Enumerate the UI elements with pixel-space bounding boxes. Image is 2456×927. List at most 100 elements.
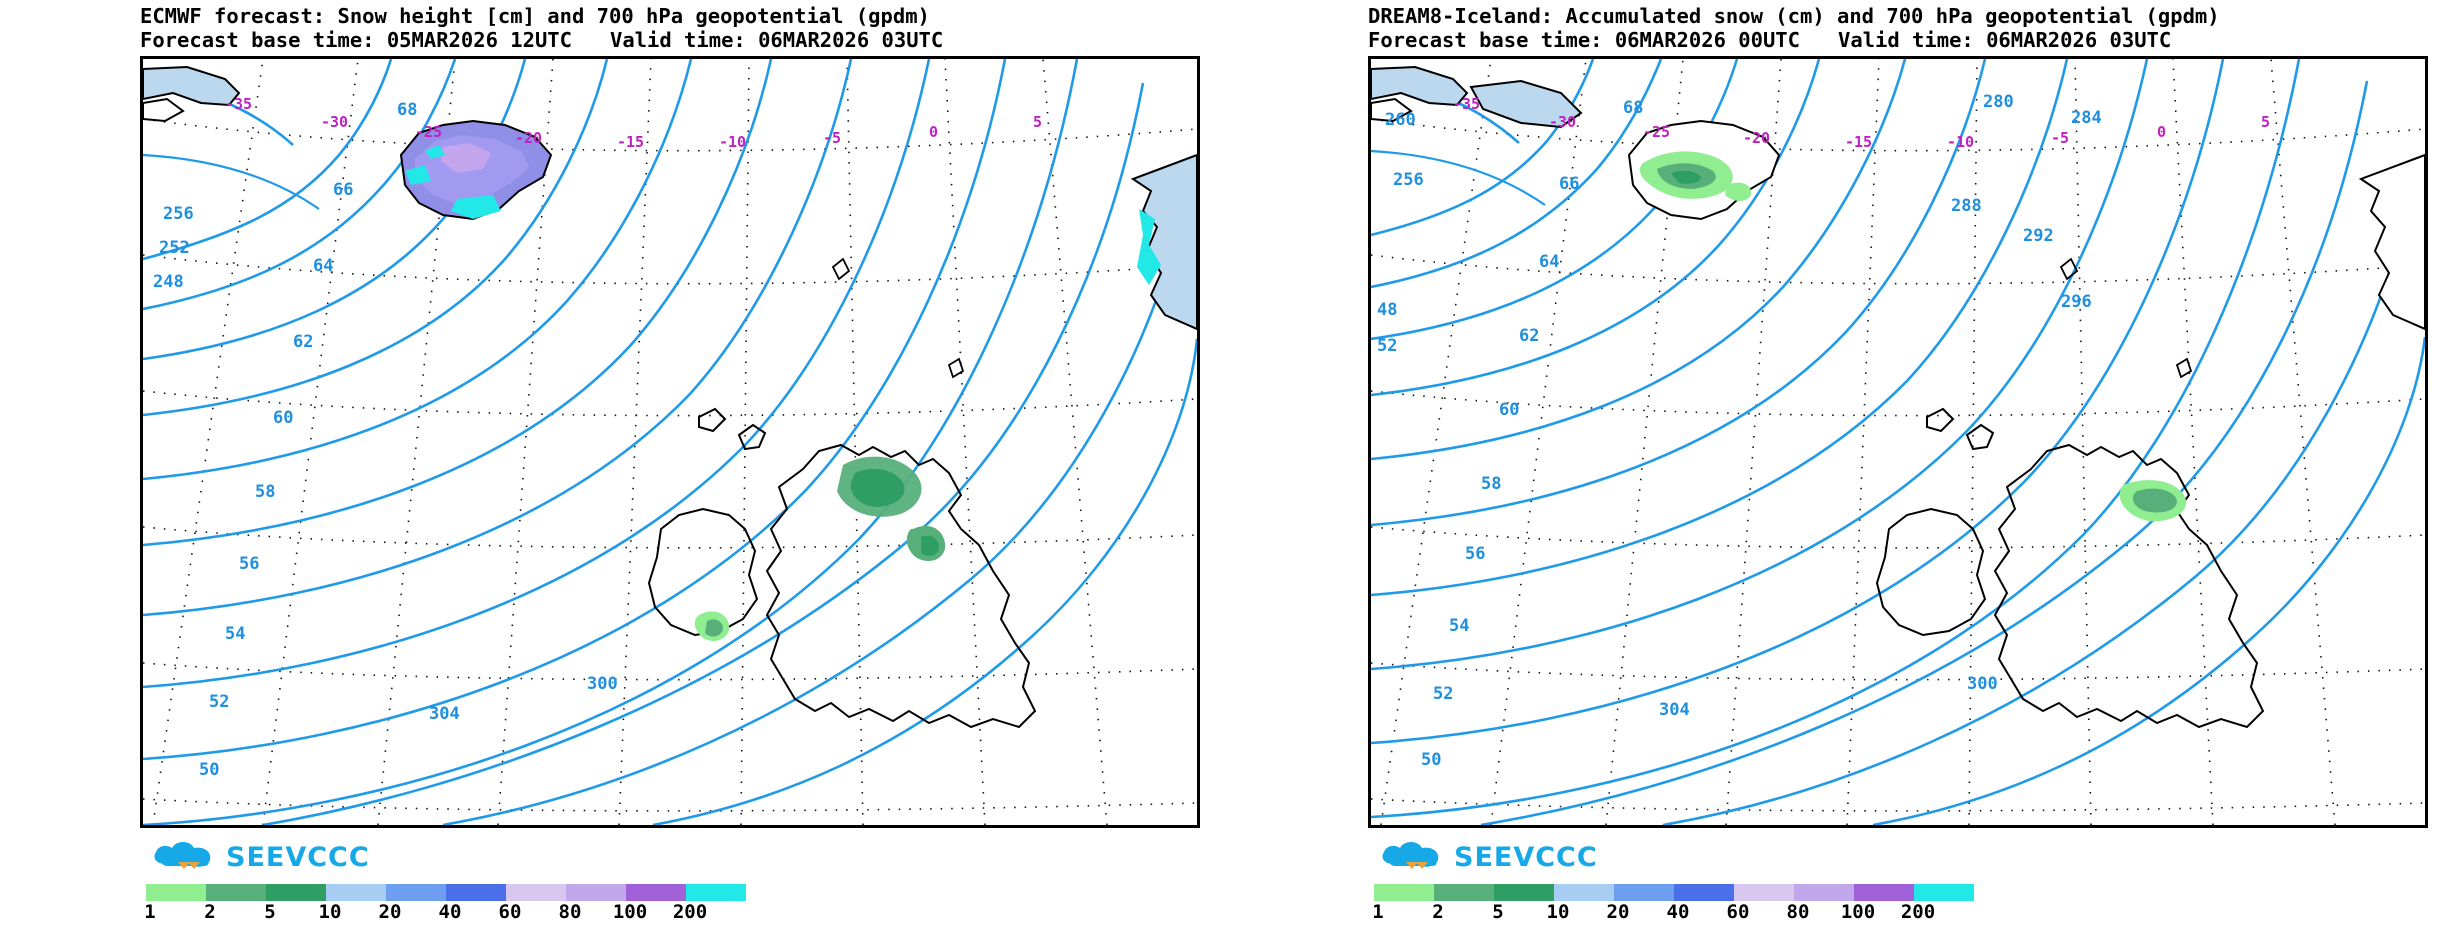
- colorbar-swatch: [206, 884, 266, 901]
- colorbar-swatch: [1554, 884, 1614, 901]
- cloud-icon: [154, 842, 211, 869]
- svg-text:296: 296: [2061, 292, 2092, 312]
- svg-text:-20: -20: [1743, 129, 1770, 147]
- geopotential-labels-dream8: 260 256 48 52 50 52 54 56 58 60 62 64 66…: [1377, 92, 2102, 770]
- map-dream8: -35 -30 -25 -20 -15 -10 -5 0 5 260 256 4…: [1368, 56, 2428, 828]
- svg-text:-5: -5: [2051, 129, 2069, 147]
- colorbar-swatch: [1794, 884, 1854, 901]
- forecast-base-time-ecmwf: Forecast base time: 05MAR2026 12UTC: [140, 28, 572, 52]
- colorbar-swatch: [146, 884, 206, 901]
- svg-text:66: 66: [1559, 174, 1579, 194]
- svg-text:60: 60: [273, 408, 293, 428]
- panel-subtitle-ecmwf: Forecast base time: 05MAR2026 12UTC Vali…: [140, 28, 1210, 52]
- svg-text:-25: -25: [1643, 123, 1670, 141]
- svg-text:304: 304: [429, 704, 460, 724]
- snow-field-britain-dream8: [2119, 480, 2187, 522]
- colorbar-tick-label: 40: [1666, 901, 1690, 923]
- svg-text:0: 0: [2157, 123, 2166, 141]
- seevccc-logo-text: SEEVCCC: [226, 842, 370, 873]
- coastline-greenland-ecmwf: [143, 65, 241, 123]
- colorbar-tick-label: 20: [1606, 901, 1630, 923]
- svg-text:5: 5: [1033, 113, 1042, 131]
- colorbar-tick-label: 20: [378, 901, 402, 923]
- colorbar-tick-label: 200: [672, 901, 708, 923]
- svg-text:56: 56: [239, 554, 259, 574]
- panel-subtitle-dream8: Forecast base time: 06MAR2026 00UTC Vali…: [1368, 28, 2438, 52]
- colorbar-tick-label: 60: [1726, 901, 1750, 923]
- colorbar-swatch: [1854, 884, 1914, 901]
- grid-labels-ecmwf: -35 -30 -25 -20 -15 -10 -5 0 5: [225, 95, 1042, 151]
- coastline-norway-ecmwf: [1130, 153, 1197, 331]
- seevccc-logo-ecmwf: SEEVCCC: [148, 838, 448, 878]
- iceland-ecmwf: [399, 119, 553, 221]
- seevccc-logo-text: SEEVCCC: [1454, 842, 1598, 873]
- colorbar-tick-label: 10: [318, 901, 342, 923]
- geopotential-contours-ecmwf: [143, 59, 1197, 825]
- svg-text:248: 248: [153, 272, 184, 292]
- svg-text:300: 300: [587, 674, 618, 694]
- colorbar-tick-label: 200: [1900, 901, 1936, 923]
- svg-text:-10: -10: [1947, 133, 1974, 151]
- svg-text:52: 52: [209, 692, 229, 712]
- svg-text:62: 62: [1519, 326, 1539, 346]
- colorbar-tick-label: 40: [438, 901, 462, 923]
- svg-text:-15: -15: [1845, 133, 1872, 151]
- valid-time-dream8: Valid time: 06MAR2026 03UTC: [1837, 28, 2172, 52]
- svg-text:60: 60: [1499, 400, 1519, 420]
- svg-text:48: 48: [1377, 300, 1397, 320]
- colorbar-tick-label: 2: [204, 901, 216, 923]
- svg-text:-30: -30: [1549, 113, 1576, 131]
- svg-text:68: 68: [1623, 98, 1643, 118]
- map-canvas-dream8: -35 -30 -25 -20 -15 -10 -5 0 5 260 256 4…: [1371, 59, 2425, 825]
- svg-text:54: 54: [225, 624, 245, 644]
- svg-text:260: 260: [1385, 110, 1416, 130]
- svg-text:304: 304: [1659, 700, 1690, 720]
- svg-text:256: 256: [1393, 170, 1424, 190]
- colorbar-tick-label: 80: [558, 901, 582, 923]
- svg-text:252: 252: [159, 238, 190, 258]
- svg-text:58: 58: [1481, 474, 1501, 494]
- colorbar-ticks-dream8: 1 2 5 10 20 40 60 80 100 200: [1372, 901, 1974, 927]
- colorbar-swatch: [266, 884, 326, 901]
- colorbar-dream8: [1374, 884, 1974, 901]
- colorbar-swatch: [566, 884, 626, 901]
- colorbar-tick-label: 80: [1786, 901, 1810, 923]
- colorbar-swatch: [1374, 884, 1434, 901]
- colorbar-swatch: [326, 884, 386, 901]
- svg-text:56: 56: [1465, 544, 1485, 564]
- forecast-base-time-dream8: Forecast base time: 06MAR2026 00UTC: [1368, 28, 1800, 52]
- map-ecmwf: -35 -30 -25 -20 -15 -10 -5 0 5 256 252: [140, 56, 1200, 828]
- snow-field-britain-ecmwf: [694, 456, 946, 642]
- colorbar-swatch: [386, 884, 446, 901]
- svg-text:0: 0: [929, 123, 938, 141]
- svg-text:64: 64: [313, 256, 333, 276]
- svg-text:58: 58: [255, 482, 275, 502]
- coastline-norway-dream8: [2358, 153, 2425, 331]
- svg-text:-35: -35: [225, 95, 252, 113]
- graticule-dream8: [1371, 59, 2425, 825]
- map-canvas-ecmwf: -35 -30 -25 -20 -15 -10 -5 0 5 256 252: [143, 59, 1197, 825]
- svg-text:-25: -25: [415, 123, 442, 141]
- grid-labels-dream8: -35 -30 -25 -20 -15 -10 -5 0 5: [1453, 95, 2270, 151]
- svg-text:-10: -10: [719, 133, 746, 151]
- panel-ecmwf: ECMWF forecast: Snow height [cm] and 700…: [0, 0, 1228, 925]
- svg-text:300: 300: [1967, 674, 1998, 694]
- svg-text:-15: -15: [617, 133, 644, 151]
- colorbar-swatch: [686, 884, 746, 901]
- svg-text:292: 292: [2023, 226, 2054, 246]
- colorbar-swatch: [1434, 884, 1494, 901]
- graticule-ecmwf: [143, 59, 1197, 825]
- cloud-icon: [1382, 842, 1439, 869]
- svg-text:50: 50: [1421, 750, 1441, 770]
- colorbar-tick-label: 100: [1840, 901, 1876, 923]
- colorbar-tick-label: 5: [264, 901, 276, 923]
- svg-text:-5: -5: [823, 129, 841, 147]
- svg-text:62: 62: [293, 332, 313, 352]
- svg-text:280: 280: [1983, 92, 2014, 112]
- colorbar-tick-label: 5: [1492, 901, 1504, 923]
- panel-title-ecmwf: ECMWF forecast: Snow height [cm] and 700…: [140, 4, 930, 28]
- svg-text:52: 52: [1433, 684, 1453, 704]
- coastline-islands-ecmwf: [831, 257, 965, 379]
- colorbar-swatch: [1914, 884, 1974, 901]
- title-block-dream8: DREAM8-Iceland: Accumulated snow (cm) an…: [1368, 4, 2438, 52]
